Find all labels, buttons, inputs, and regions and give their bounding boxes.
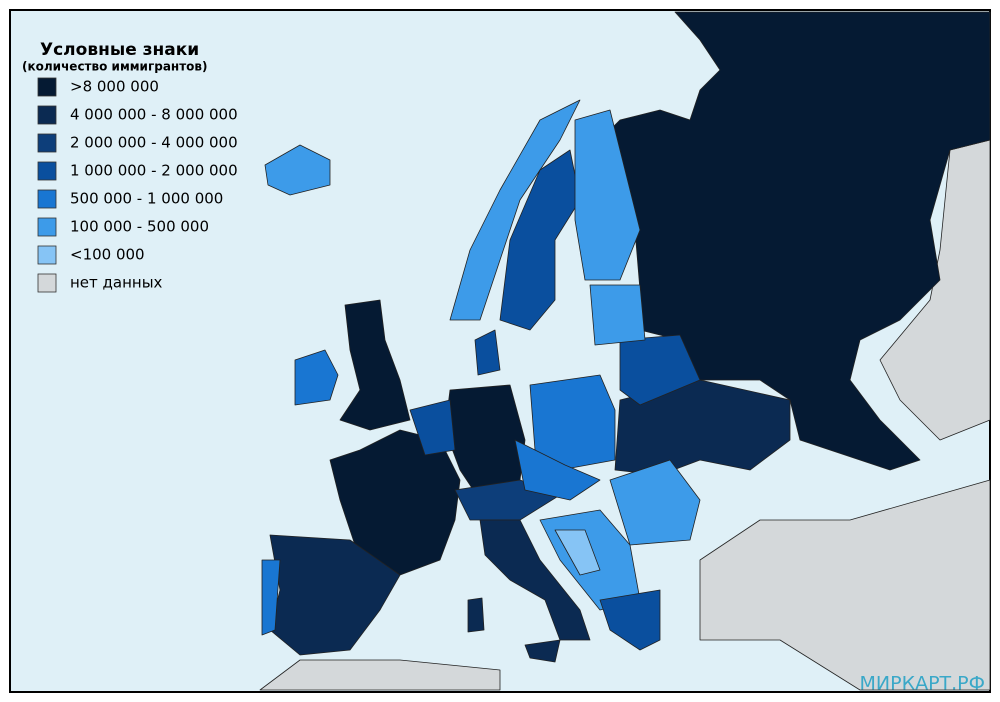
country [339, 299, 411, 431]
legend-label: <100 000 [70, 246, 145, 264]
legend-label: 100 000 - 500 000 [70, 218, 209, 236]
country [609, 459, 701, 546]
country [554, 529, 601, 576]
legend-label: 2 000 000 - 4 000 000 [70, 134, 238, 152]
legend-label: >8 000 000 [70, 78, 159, 96]
legend-swatch [37, 133, 57, 153]
country [479, 519, 591, 641]
country [474, 329, 501, 376]
country [589, 284, 646, 346]
country [614, 379, 791, 476]
country [449, 99, 581, 321]
legend-title: Условные знаки [40, 40, 199, 60]
country [699, 479, 991, 691]
legend-swatch [37, 273, 57, 293]
country [599, 589, 661, 651]
legend-label: 1 000 000 - 2 000 000 [70, 162, 238, 180]
country [619, 334, 701, 406]
country [599, 11, 991, 471]
legend-subtitle: (количество иммигрантов) [22, 60, 208, 74]
legend-swatch [37, 245, 57, 265]
legend-label: нет данных [70, 274, 163, 292]
legend-swatch [37, 217, 57, 237]
country [264, 144, 331, 196]
country [574, 109, 641, 281]
country [261, 559, 281, 636]
legend-swatch [37, 77, 57, 97]
country [467, 597, 485, 633]
legend-swatch [37, 161, 57, 181]
country [259, 659, 501, 691]
country [524, 639, 561, 663]
country [409, 399, 456, 456]
legend-swatch [37, 189, 57, 209]
country [514, 439, 601, 501]
country [294, 349, 339, 406]
legend-label: 500 000 - 1 000 000 [70, 190, 223, 208]
legend-label: 4 000 000 - 8 000 000 [70, 106, 238, 124]
legend-swatch [37, 105, 57, 125]
watermark: МИРКАРТ.РФ [860, 673, 985, 695]
